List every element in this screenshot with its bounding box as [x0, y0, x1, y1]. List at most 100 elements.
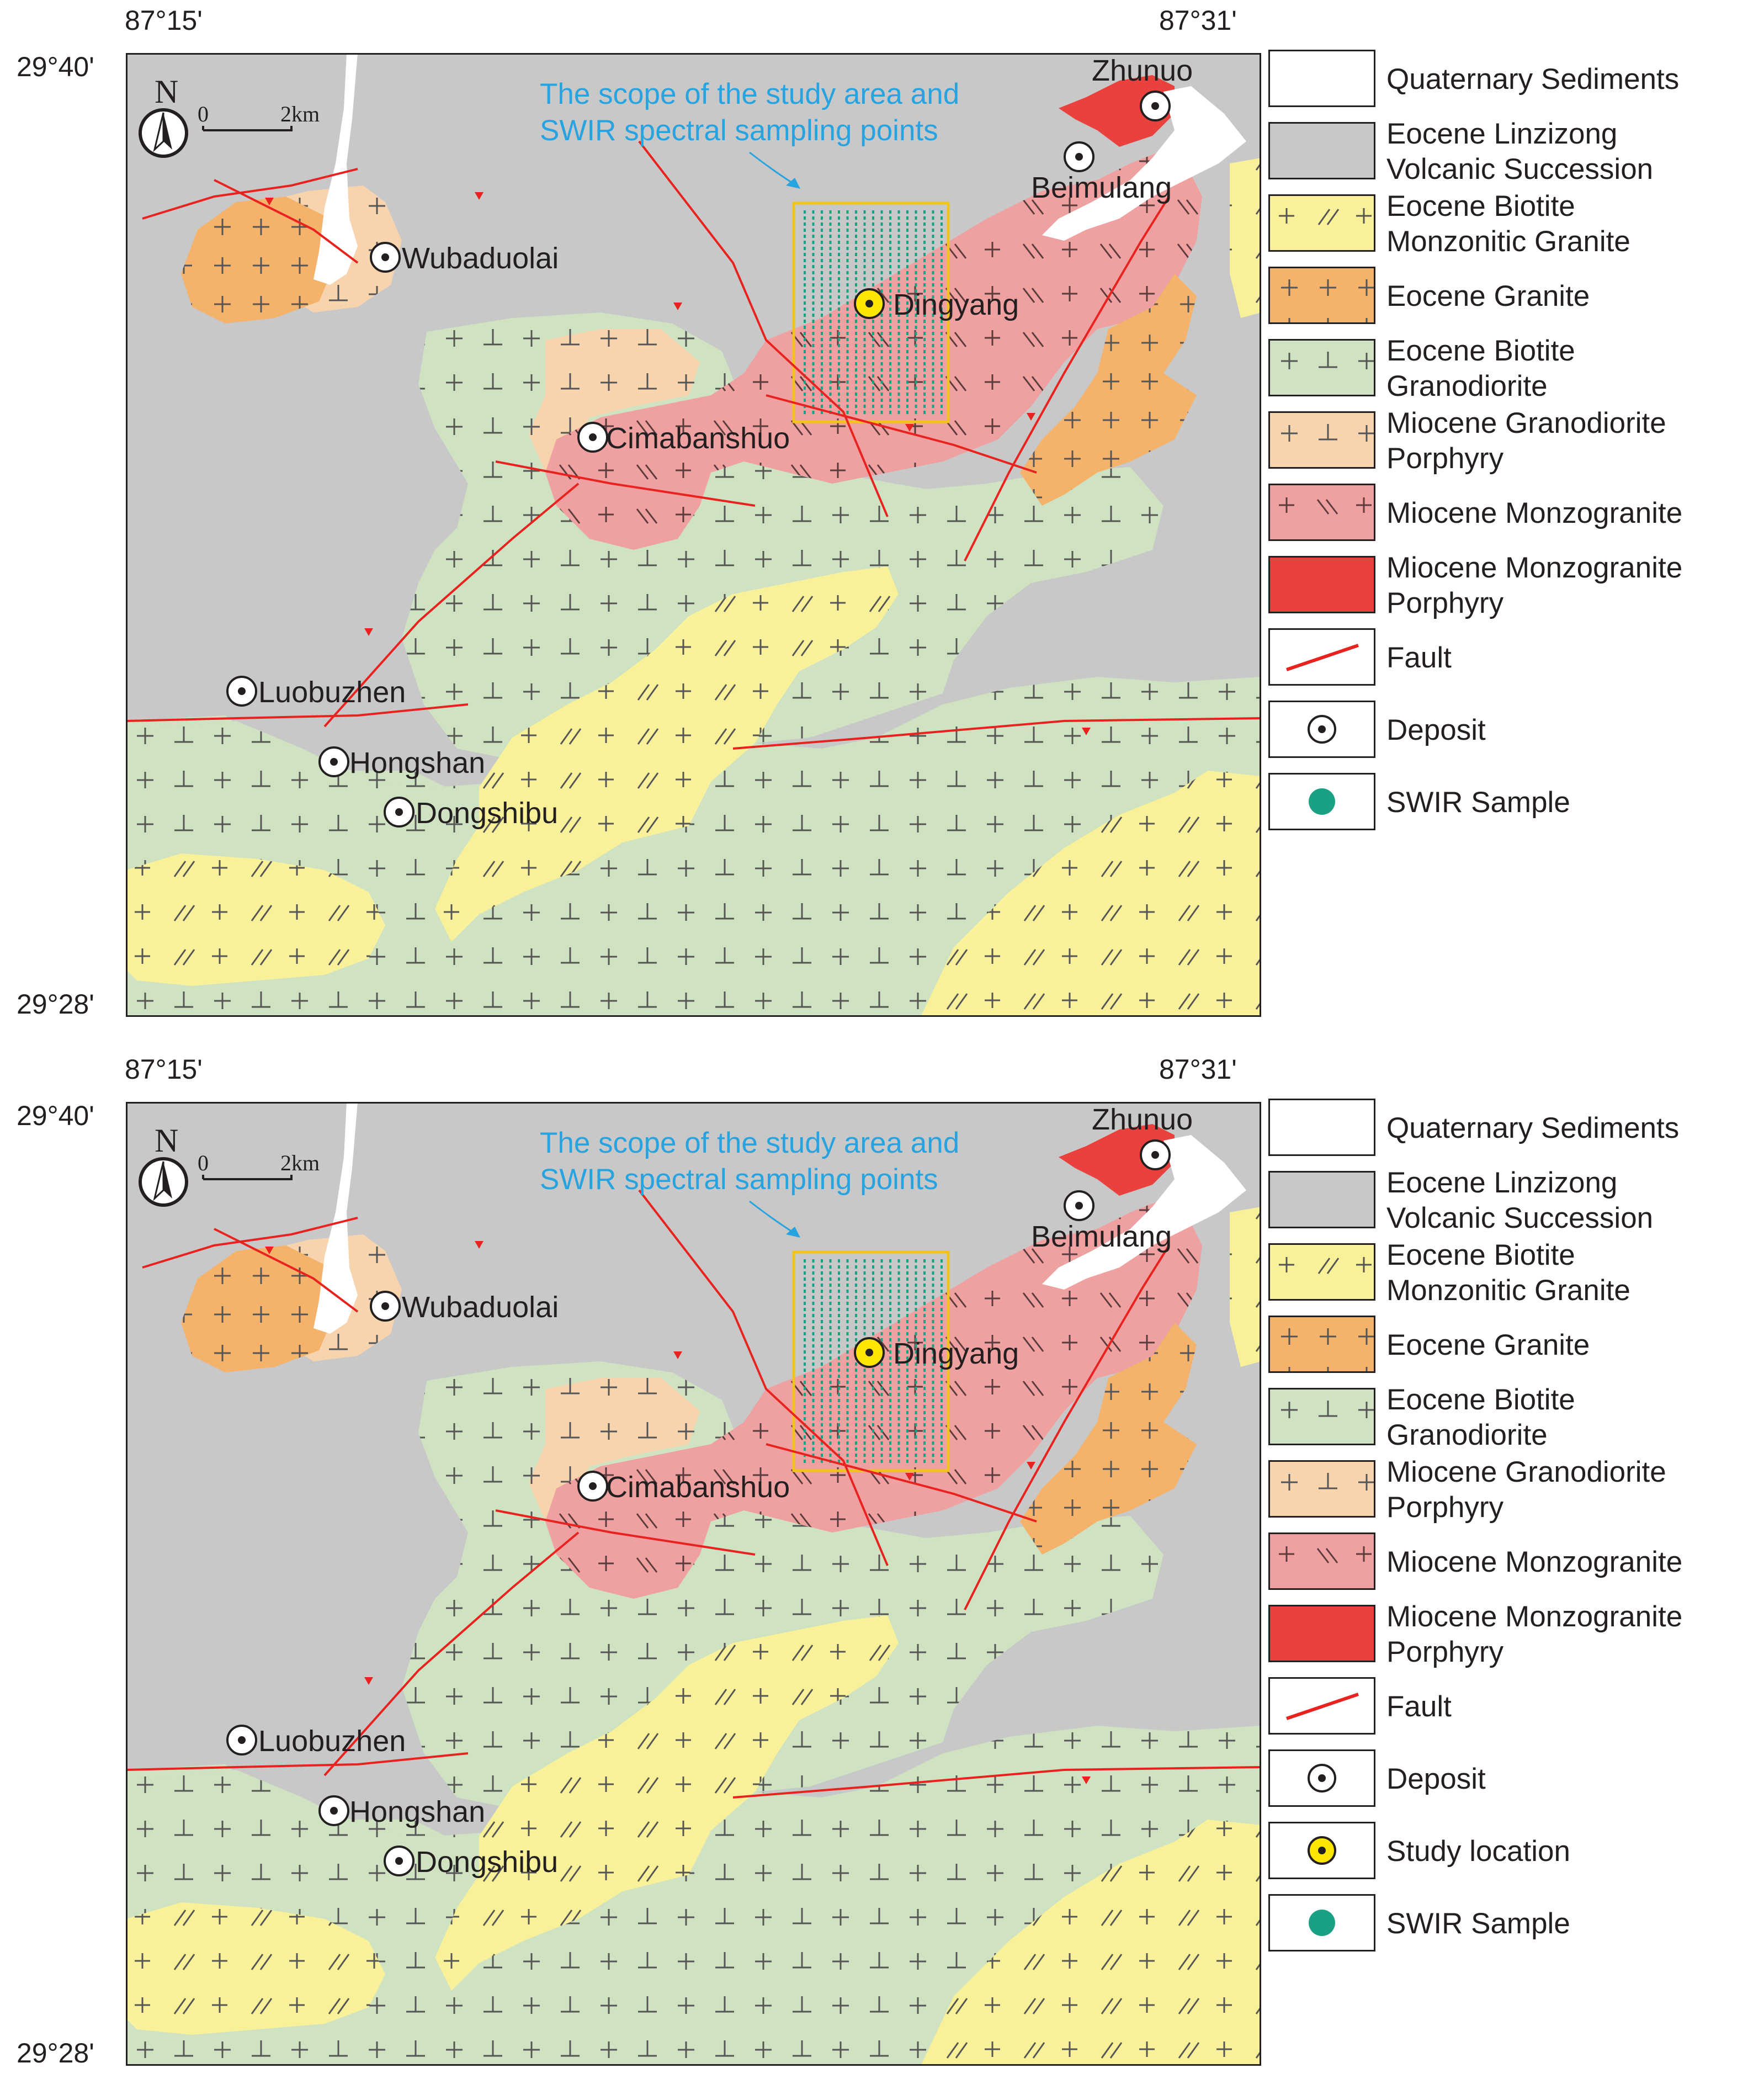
deposit-label: Luobuzhen: [258, 676, 406, 709]
fault-dip-marker: [265, 1247, 274, 1254]
unit-eocene-biotite-monzonitic-granite-ne: [1230, 1207, 1261, 1367]
fault-dip-marker: [673, 1351, 682, 1359]
scale-zero: 0: [198, 102, 209, 126]
legend-swatch-miocene_monzo: [1268, 484, 1375, 541]
study-area-note: SWIR spectral sampling points: [540, 1163, 938, 1196]
legend-label: Miocene Monzogranite Porphyry: [1386, 551, 1683, 619]
legend-swatch-linzizong: [1268, 122, 1375, 179]
lon-right-label: 87°31': [1159, 1054, 1237, 1085]
legend-label: Quaternary Sediments: [1386, 1112, 1680, 1144]
fault-line: [323, 1531, 580, 1776]
legend-swatch-miocene_monzo_por: [1268, 556, 1375, 613]
deposit-cimabanshuo: Cimabanshuo: [577, 422, 790, 455]
deposit-label: Hongshan: [349, 1795, 485, 1828]
study-area-box: [792, 1250, 950, 1472]
unit-quaternary-north: [314, 1102, 358, 1334]
legend-item-miocene_monzo: Miocene Monzogranite: [1264, 484, 1761, 556]
legend-label: SWIR Sample: [1386, 786, 1570, 819]
fault-dip-marker: [905, 1473, 914, 1481]
legend-label: Eocene Biotite Granodiorite: [1386, 335, 1575, 402]
legend-swatch-deposit: [1268, 1749, 1375, 1807]
scale-bar: 0 2km: [198, 102, 320, 131]
legend-swatch-miocene_grano: [1268, 1460, 1375, 1518]
legend-label: Eocene Granite: [1386, 280, 1590, 312]
north-label: N: [155, 1122, 178, 1159]
unit-eocene-biotite-monzonitic-granite-ne: [1230, 158, 1261, 318]
north-arrow-icon: N: [139, 73, 188, 158]
unit-eocene-biotite-monzonitic-granite-sw: [126, 853, 385, 986]
unit-eocene-biotite-monzonitic-granite-central: [435, 566, 899, 942]
unit-eocene-granite-east: [1020, 1323, 1197, 1555]
legend-swatch-miocene_monzo_por: [1268, 1605, 1375, 1662]
deposit-label: Beimulang: [1031, 171, 1172, 204]
legend-label: Fault: [1386, 641, 1452, 674]
legend-item-swir: SWIR Sample: [1264, 773, 1761, 845]
legend-label: Eocene Granite: [1386, 1329, 1590, 1361]
lat-top-label: 29°40': [17, 51, 94, 82]
legend-item-fault: Fault: [1264, 628, 1761, 701]
fault-dip-marker: [475, 1241, 483, 1249]
fault-line: [214, 1228, 359, 1313]
legend-item-quaternary: Quaternary Sediments: [1264, 1099, 1761, 1171]
map-panel-bottom: 87°15' 87°31' 29°40' 29°28' N 0 2km The scope o…: [0, 1049, 1764, 2098]
legend-label: Deposit: [1386, 1763, 1486, 1795]
deposit-luobuzhen: Luobuzhen: [226, 676, 406, 709]
deposit-dongshibu: Dongshibu: [384, 797, 558, 830]
legend-swatch-miocene_monzo: [1268, 1532, 1375, 1590]
deposit-label: Zhunuo: [1092, 1103, 1193, 1136]
deposit-icon: [370, 1291, 401, 1322]
fault-line: [142, 1217, 358, 1269]
unit-quaternary-beimulang: [1042, 1135, 1246, 1290]
legend-label: Quaternary Sediments: [1386, 63, 1680, 96]
fault-dip-marker: [475, 192, 483, 200]
deposit-icon: [577, 1471, 608, 1502]
lon-left-label: 87°15': [125, 5, 203, 36]
deposit-label: Cimabanshuo: [606, 1471, 790, 1504]
legend-label: Miocene Granodiorite Porphyry: [1386, 407, 1666, 475]
fault-dip-marker: [1027, 413, 1035, 421]
deposit-label: Dingyang: [893, 288, 1019, 321]
lat-top-label: 29°40': [17, 1100, 94, 1131]
map-panel-top: 87°15' 87°31' 29°40' 29°28' N 0 2km The scope o…: [0, 0, 1764, 1049]
legend-item-miocene_grano: Miocene Granodiorite Porphyry: [1264, 1456, 1761, 1532]
lat-bottom-label: 29°28': [17, 2038, 94, 2069]
legend-swatch-swir: [1268, 1894, 1375, 1951]
study-area-note: SWIR spectral sampling points: [540, 114, 938, 147]
deposit-label: Dongshibu: [416, 1846, 558, 1879]
legend-swatch-study: [1268, 1822, 1375, 1879]
unit-miocene-monzogranite-porphyry: [1059, 1124, 1175, 1196]
unit-eocene-biotite-monzonitic-granite-sw: [126, 1902, 385, 2035]
fault-line: [495, 1509, 756, 1556]
legend-item-fault: Fault: [1264, 1677, 1761, 1749]
unit-eocene-biotite-monzonitic-granite-central: [435, 1615, 899, 1991]
legend-label: SWIR Sample: [1386, 1907, 1570, 1940]
deposit-hongshan: Hongshan: [318, 1795, 485, 1828]
legend-swatch-eocene_granite: [1268, 1316, 1375, 1373]
legend-label: Eocene Linzizong Volcanic Succession: [1386, 1166, 1654, 1234]
deposit-zhunuo: Zhunuo: [1092, 1103, 1193, 1170]
legend-label: Miocene Monzogranite Porphyry: [1386, 1600, 1683, 1668]
deposit-label: Zhunuo: [1092, 54, 1193, 87]
deposit-icon: [318, 1795, 349, 1826]
unit-eocene-biotite-monzonitic-granite-se: [921, 1820, 1261, 2066]
legend-item-quaternary: Quaternary Sediments: [1264, 50, 1761, 122]
legend-swatch-swir: [1268, 773, 1375, 830]
legend-label: Miocene Granodiorite Porphyry: [1386, 1456, 1666, 1524]
legend-swatch-quaternary: [1268, 1099, 1375, 1156]
legend-swatch-biotite_monz: [1268, 1243, 1375, 1301]
scale-bar: 0 2km: [198, 1150, 320, 1180]
deposit-icon: [1064, 141, 1094, 172]
legend-item-eocene_granite: Eocene Granite: [1264, 1316, 1761, 1388]
fault-dip-marker: [1082, 1776, 1091, 1784]
legend-label: Miocene Monzogranite: [1386, 1546, 1683, 1578]
unit-miocene-monzogranite-porphyry: [1059, 75, 1175, 147]
lon-right-label: 87°31': [1159, 5, 1237, 36]
deposit-dongshibu: Dongshibu: [384, 1846, 558, 1879]
deposit-label: Luobuzhen: [258, 1725, 406, 1758]
deposit-label: Dingyang: [893, 1337, 1019, 1370]
fault-line: [495, 460, 756, 507]
unit-quaternary-beimulang: [1042, 86, 1246, 241]
study-location-icon: [854, 288, 885, 319]
legend-swatch-quaternary: [1268, 50, 1375, 107]
legend-label: Fault: [1386, 1690, 1452, 1723]
